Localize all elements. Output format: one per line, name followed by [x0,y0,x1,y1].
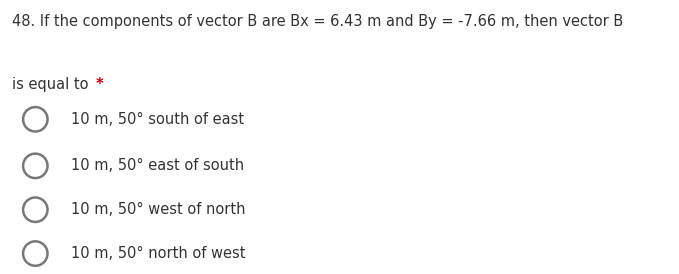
Text: 48. If the components of vector B are Bx = 6.43 m and By = -7.66 m, then vector : 48. If the components of vector B are Bx… [12,14,623,29]
Text: *: * [96,77,103,92]
Text: 10 m, 50° west of north: 10 m, 50° west of north [71,202,246,217]
Text: 10 m, 50° north of west: 10 m, 50° north of west [71,246,246,261]
Text: 10 m, 50° south of east: 10 m, 50° south of east [71,112,244,127]
Text: 10 m, 50° east of south: 10 m, 50° east of south [71,158,244,173]
Text: is equal to: is equal to [12,77,93,92]
